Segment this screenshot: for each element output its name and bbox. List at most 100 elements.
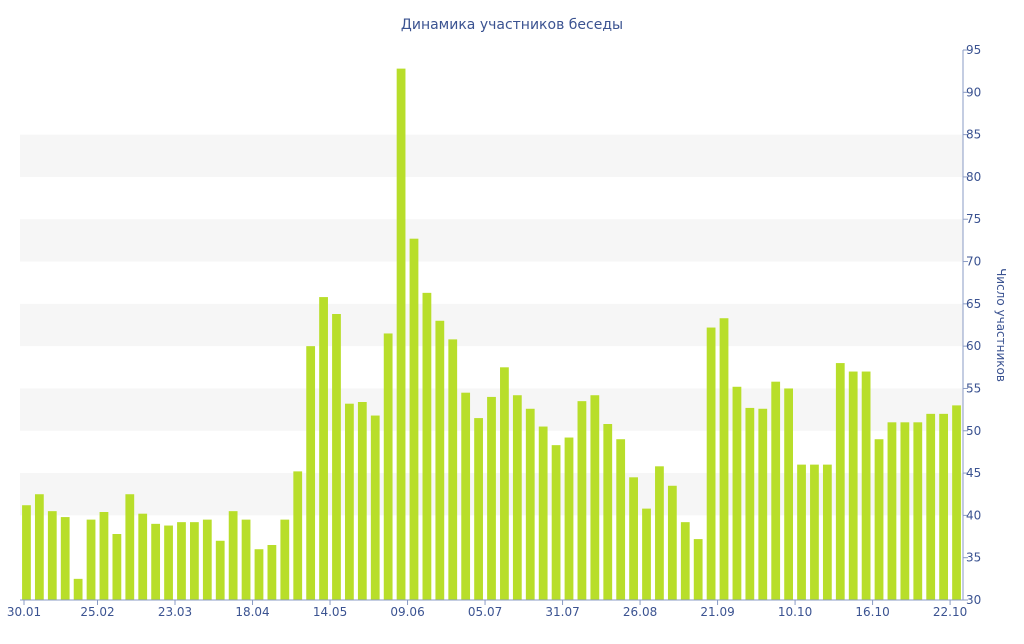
bar (835, 363, 845, 600)
grid-band (20, 219, 963, 262)
bar (487, 396, 496, 600)
bar (939, 413, 949, 600)
y-tick-label: 70 (966, 255, 981, 269)
bar (383, 333, 393, 600)
bar (332, 314, 341, 600)
bar (396, 68, 406, 601)
x-tick-label: 25.02 (80, 605, 114, 619)
bar (590, 395, 600, 600)
bar (732, 386, 742, 600)
bar (164, 525, 173, 600)
y-tick-label: 80 (966, 170, 981, 184)
y-tick-label: 50 (966, 424, 981, 438)
bar (810, 464, 819, 600)
x-tick-label: 10.10 (778, 605, 812, 619)
x-tick-label: 16.10 (855, 605, 889, 619)
bar (461, 392, 471, 600)
bar (293, 471, 303, 600)
bar (357, 402, 367, 600)
bars (22, 68, 961, 601)
bar (874, 439, 884, 600)
bar (655, 466, 664, 600)
bar (642, 508, 651, 600)
bar (319, 297, 328, 600)
bar (422, 292, 432, 600)
bar (745, 407, 755, 600)
bar (693, 539, 703, 600)
bar (667, 485, 677, 600)
bar (680, 522, 690, 600)
x-tick-label: 14.05 (313, 605, 347, 619)
y-tick-label: 35 (966, 551, 981, 565)
bar (784, 388, 793, 600)
bar (202, 519, 212, 600)
bar (822, 464, 832, 600)
x-tick-label: 05.07 (468, 605, 502, 619)
bar (435, 320, 445, 600)
bar (112, 534, 122, 600)
bar (629, 477, 638, 600)
bar (525, 408, 535, 600)
x-ticks: 30.01 25.02 23.03 18.04 14.05 09.06 05.07 31.07… (7, 600, 967, 619)
bar (151, 523, 161, 600)
bar (22, 505, 31, 600)
x-tick-label: 21.09 (700, 605, 734, 619)
y-tick-label: 85 (966, 128, 981, 142)
bar (267, 545, 277, 600)
x-tick-label: 22.10 (933, 605, 967, 619)
bar (900, 422, 910, 600)
y-tick-label: 30 (966, 593, 981, 607)
bar (926, 413, 936, 600)
bar (34, 494, 44, 600)
bar (99, 512, 109, 600)
y-tick-label: 45 (966, 466, 981, 480)
bar (448, 339, 458, 600)
x-tick-label: 09.06 (390, 605, 424, 619)
bar (60, 517, 70, 600)
bar (47, 511, 57, 600)
bar (848, 371, 858, 600)
bar (228, 511, 238, 600)
bar (706, 327, 716, 600)
bar (345, 403, 354, 600)
bar (952, 405, 961, 600)
bar (887, 422, 897, 600)
y-tick-label: 60 (966, 339, 981, 353)
x-tick-label: 23.03 (158, 605, 192, 619)
y-tick-label: 75 (966, 212, 981, 226)
bar (603, 424, 613, 600)
bar (474, 418, 483, 600)
y-axis-label: Число участников (994, 268, 1008, 382)
y-tick-label: 65 (966, 297, 981, 311)
bar (241, 519, 251, 600)
bar (73, 578, 83, 600)
y-ticks: 30 35 40 45 50 55 60 65 70 75 80 85 90 95 (963, 43, 981, 607)
bar (86, 519, 96, 600)
y-tick-label: 40 (966, 508, 981, 522)
x-tick-label: 26.08 (623, 605, 657, 619)
bar (215, 540, 225, 600)
y-tick-label: 95 (966, 43, 981, 57)
bar (254, 549, 264, 600)
bar (564, 437, 574, 600)
bar (616, 439, 626, 600)
bar (719, 318, 729, 600)
y-tick-label: 90 (966, 85, 981, 99)
bar (177, 522, 186, 600)
bar (797, 464, 806, 600)
bar (861, 371, 871, 600)
y-tick-label: 55 (966, 381, 981, 395)
x-tick-label: 31.07 (545, 605, 579, 619)
bar (500, 367, 509, 600)
bar (758, 408, 768, 600)
bar (551, 445, 561, 600)
x-tick-label: 18.04 (235, 605, 269, 619)
x-tick-label: 30.01 (7, 605, 41, 619)
bar (138, 513, 148, 600)
bar (280, 519, 290, 600)
bar (409, 238, 419, 600)
chart-title: Динамика участников беседы (401, 17, 623, 33)
bar (190, 522, 199, 600)
